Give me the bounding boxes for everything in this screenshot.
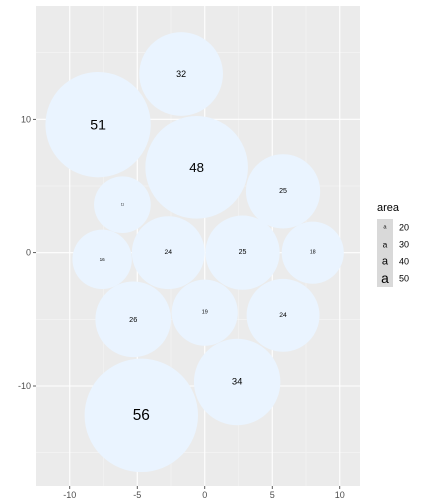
x-tick-label: 0 bbox=[202, 490, 207, 500]
legend-label: 40 bbox=[399, 257, 409, 267]
bubble-label: 19 bbox=[202, 310, 208, 316]
legend-label: 30 bbox=[399, 240, 409, 250]
bubble-label: 32 bbox=[176, 69, 186, 79]
bubble bbox=[246, 278, 320, 352]
legend-key bbox=[377, 253, 393, 270]
legend-title: area bbox=[377, 202, 400, 214]
bubble bbox=[45, 72, 151, 178]
legend-key-symbol: a bbox=[383, 225, 387, 231]
bubble-label: 25 bbox=[279, 188, 287, 195]
bubble bbox=[245, 154, 321, 229]
y-axis: -10 0 10 bbox=[18, 114, 36, 391]
bubble bbox=[145, 116, 248, 219]
legend-label: 50 bbox=[399, 274, 409, 284]
x-axis: -10 -5 0 5 10 bbox=[63, 486, 345, 500]
bubble-label: 11 bbox=[121, 203, 125, 207]
x-tick-label: -10 bbox=[63, 490, 76, 500]
bubble bbox=[171, 279, 238, 346]
y-tick-label: 0 bbox=[26, 248, 31, 258]
legend-items: a 20 a 30 a 40 a 50 bbox=[377, 219, 409, 287]
legend-key-symbol: a bbox=[382, 256, 389, 268]
bubble bbox=[139, 32, 223, 116]
bubble-label: 24 bbox=[279, 312, 287, 319]
x-tick-label: 5 bbox=[270, 490, 275, 500]
bubble bbox=[281, 221, 344, 284]
bubble bbox=[84, 358, 198, 473]
bubble-label: 18 bbox=[310, 250, 316, 256]
legend-key bbox=[377, 236, 393, 253]
bubble-label: 51 bbox=[90, 117, 106, 133]
bubble bbox=[193, 338, 281, 426]
bubble-label: 48 bbox=[189, 160, 204, 175]
bubble-label: 25 bbox=[239, 249, 247, 256]
bubble bbox=[94, 176, 151, 234]
bubble bbox=[72, 229, 132, 290]
bubble bbox=[205, 215, 280, 290]
legend-key bbox=[377, 270, 393, 287]
y-tick-label: 10 bbox=[21, 114, 31, 124]
legend-key-symbol: a bbox=[383, 240, 388, 250]
bubbles-layer: 32 51 48 25 11 16 24 25 18 26 19 24 34 56 bbox=[45, 32, 344, 473]
x-tick-label: -5 bbox=[133, 490, 141, 500]
legend-label: 20 bbox=[399, 223, 409, 233]
bubble-label: 26 bbox=[129, 315, 137, 324]
bubble-label: 24 bbox=[165, 249, 173, 256]
legend: area a 20 a 30 a 40 a 50 bbox=[377, 202, 409, 287]
bubble-label: 16 bbox=[100, 257, 106, 262]
y-tick-label: -10 bbox=[18, 381, 31, 391]
bubble bbox=[95, 281, 171, 358]
legend-key bbox=[377, 219, 393, 236]
bubble-label: 56 bbox=[133, 407, 150, 424]
x-tick-label: 10 bbox=[335, 490, 345, 500]
bubble-label: 34 bbox=[232, 377, 243, 388]
bubble bbox=[131, 216, 205, 290]
legend-key-symbol: a bbox=[381, 271, 389, 286]
